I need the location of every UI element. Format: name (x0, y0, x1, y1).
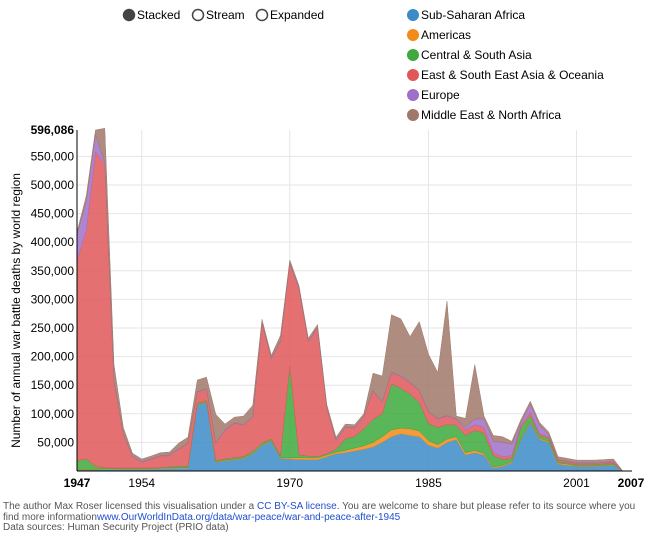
y-max-label: 596,086 (31, 123, 75, 137)
legend-americas-label[interactable]: Americas (421, 28, 471, 42)
y-tick-label: 500,000 (31, 178, 75, 192)
y-tick-label: 100,000 (31, 407, 75, 421)
y-tick-label: 50,000 (37, 435, 74, 449)
mode-stream-radio[interactable] (191, 8, 205, 22)
y-tick-label: 350,000 (31, 264, 75, 278)
x-start-label: 1947 (64, 476, 91, 490)
footer: The author Max Roser licensed this visua… (3, 501, 646, 534)
license-link[interactable]: CC BY-SA license (257, 501, 337, 512)
data-sources-line: Data sources: Human Security Project (PR… (3, 522, 229, 533)
x-tick-label: 1985 (415, 476, 442, 490)
y-tick-label: 450,000 (31, 207, 75, 221)
mode-stacked-radio[interactable] (122, 8, 136, 22)
legend-europe-label[interactable]: Europe (421, 88, 460, 102)
mode-stream-label[interactable]: Stream (206, 8, 245, 22)
y-tick-label: 300,000 (31, 292, 75, 306)
legend-middle-east-and-north-africa-swatch[interactable] (407, 109, 419, 121)
mode-expanded-label[interactable]: Expanded (270, 8, 324, 22)
y-tick-label: 400,000 (31, 235, 75, 249)
source-line: find more informationwww.OurWorldInData.… (3, 511, 401, 523)
legend-central-and-south-asia-swatch[interactable] (407, 49, 419, 61)
legend-americas-swatch[interactable] (407, 29, 419, 41)
x-tick-label: 1954 (128, 476, 155, 490)
y-axis-title: Number of annual war battle deaths by wo… (9, 173, 23, 448)
mode-stacked-label[interactable]: Stacked (137, 8, 180, 22)
y-tick-label: 250,000 (31, 321, 75, 335)
x-tick-label: 1970 (276, 476, 303, 490)
mode-expanded-radio[interactable] (255, 8, 269, 22)
area-east-and-south-east-asia-and-oceania (76, 151, 632, 472)
y-tick-label: 150,000 (31, 378, 75, 392)
legend-sub-saharan-africa-swatch[interactable] (407, 9, 419, 21)
x-tick-label: 2001 (563, 476, 590, 490)
legend-east-and-south-east-asia-and-oceania-label[interactable]: East & South East Asia & Oceania (421, 68, 604, 82)
y-tick-label: 550,000 (31, 149, 75, 163)
attribution-line: The author Max Roser licensed this visua… (3, 501, 636, 512)
legend-europe-swatch[interactable] (407, 89, 419, 101)
y-tick-label: 200,000 (31, 350, 75, 364)
legend-east-and-south-east-asia-and-oceania-swatch[interactable] (407, 69, 419, 81)
legend-sub-saharan-africa-label[interactable]: Sub-Saharan Africa (421, 8, 525, 22)
source-link[interactable]: www.OurWorldInData.org/data/war-peace/wa… (96, 511, 401, 523)
x-end-label: 2007 (618, 476, 645, 490)
legend-central-and-south-asia-label[interactable]: Central & South Asia (421, 48, 532, 62)
legend-middle-east-and-north-africa-label[interactable]: Middle East & North Africa (421, 108, 561, 122)
